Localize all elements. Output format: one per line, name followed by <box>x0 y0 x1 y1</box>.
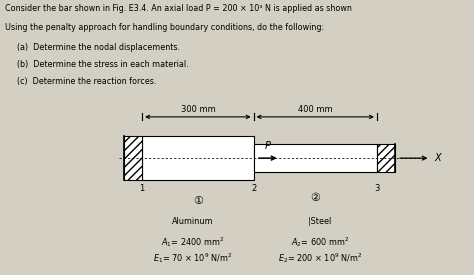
Text: $E_1$= 70 $\times$ 10$^9$ N/m$^2$: $E_1$= 70 $\times$ 10$^9$ N/m$^2$ <box>154 251 233 265</box>
Text: X: X <box>434 153 441 163</box>
Text: 300 mm: 300 mm <box>181 104 215 114</box>
Text: ①: ① <box>193 196 203 206</box>
Text: ②: ② <box>310 193 320 203</box>
Text: $A_2$= 600 mm$^2$: $A_2$= 600 mm$^2$ <box>291 235 349 249</box>
Text: |Steel: |Steel <box>308 217 332 226</box>
Text: $E_2$= 200 $\times$ 10$^9$ N/m$^2$: $E_2$= 200 $\times$ 10$^9$ N/m$^2$ <box>278 251 362 265</box>
Text: (a)  Determine the nodal displacements.: (a) Determine the nodal displacements. <box>17 43 180 52</box>
Text: (c)  Determine the reaction forces.: (c) Determine the reaction forces. <box>17 77 156 86</box>
Bar <box>377 144 395 172</box>
Text: 400 mm: 400 mm <box>298 104 333 114</box>
Text: P: P <box>265 141 271 151</box>
Text: 1: 1 <box>139 184 145 193</box>
Bar <box>254 144 377 172</box>
Text: $A_1$= 2400 mm$^2$: $A_1$= 2400 mm$^2$ <box>162 235 225 249</box>
Bar <box>124 136 142 180</box>
Text: (b)  Determine the stress in each material.: (b) Determine the stress in each materia… <box>17 60 188 69</box>
Text: Consider the bar shown in Fig. E3.4. An axial load P = 200 × 10³ N is applied as: Consider the bar shown in Fig. E3.4. An … <box>5 4 352 13</box>
Text: 2: 2 <box>251 184 256 193</box>
Text: 3: 3 <box>374 184 380 193</box>
Text: Aluminum: Aluminum <box>173 217 214 226</box>
Bar <box>142 136 254 180</box>
Text: Using the penalty approach for handling boundary conditions, do the following:: Using the penalty approach for handling … <box>5 23 324 32</box>
